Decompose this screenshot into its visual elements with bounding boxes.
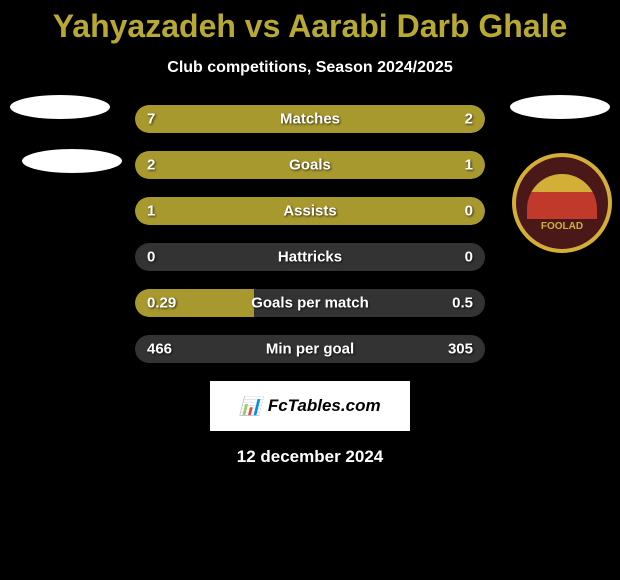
avatar-placeholder-left-bottom bbox=[22, 149, 122, 173]
stat-label: Min per goal bbox=[266, 341, 354, 358]
comparison-title: Yahyazadeh vs Aarabi Darb Ghale bbox=[0, 0, 620, 45]
avatar-placeholder-right-top bbox=[510, 95, 610, 119]
stat-value-right: 0.5 bbox=[452, 295, 473, 312]
stat-label: Assists bbox=[283, 203, 336, 220]
stat-bars: 7 Matches 2 2 Goals 1 1 Assists 0 0 Hatt… bbox=[135, 105, 485, 363]
stat-value-right: 2 bbox=[465, 111, 473, 128]
stat-label: Goals bbox=[289, 157, 331, 174]
stat-row-gpm: 0.29 Goals per match 0.5 bbox=[135, 289, 485, 317]
chart-icon: 📊 bbox=[239, 396, 261, 417]
stat-value-right: 1 bbox=[465, 157, 473, 174]
stat-value-right: 0 bbox=[465, 203, 473, 220]
stat-bar-left bbox=[135, 151, 366, 179]
team-logo-text: FOOLAD bbox=[541, 221, 583, 232]
stat-value-right: 305 bbox=[448, 341, 473, 358]
stat-bar-left bbox=[135, 105, 398, 133]
stat-value-left: 466 bbox=[147, 341, 172, 358]
branding-box: 📊 FcTables.com bbox=[210, 381, 410, 431]
date-text: 12 december 2024 bbox=[0, 447, 620, 467]
stat-value-left: 2 bbox=[147, 157, 155, 174]
chart-area: FOOLAD 7 Matches 2 2 Goals 1 1 Assists 0… bbox=[0, 105, 620, 363]
branding-text: FcTables.com bbox=[268, 396, 381, 416]
stat-label: Hattricks bbox=[278, 249, 342, 266]
avatar-placeholder-left-top bbox=[10, 95, 110, 119]
stat-row-goals: 2 Goals 1 bbox=[135, 151, 485, 179]
stat-value-left: 0.29 bbox=[147, 295, 176, 312]
stat-row-assists: 1 Assists 0 bbox=[135, 197, 485, 225]
team-logo-shield-icon bbox=[527, 174, 597, 219]
team-logo-right: FOOLAD bbox=[512, 153, 612, 253]
stat-row-matches: 7 Matches 2 bbox=[135, 105, 485, 133]
stat-value-right: 0 bbox=[465, 249, 473, 266]
stat-value-left: 1 bbox=[147, 203, 155, 220]
stat-label: Matches bbox=[280, 111, 340, 128]
comparison-subtitle: Club competitions, Season 2024/2025 bbox=[0, 59, 620, 77]
stat-label: Goals per match bbox=[251, 295, 369, 312]
stat-row-hattricks: 0 Hattricks 0 bbox=[135, 243, 485, 271]
stat-value-left: 7 bbox=[147, 111, 155, 128]
stat-value-left: 0 bbox=[147, 249, 155, 266]
stat-row-mpg: 466 Min per goal 305 bbox=[135, 335, 485, 363]
